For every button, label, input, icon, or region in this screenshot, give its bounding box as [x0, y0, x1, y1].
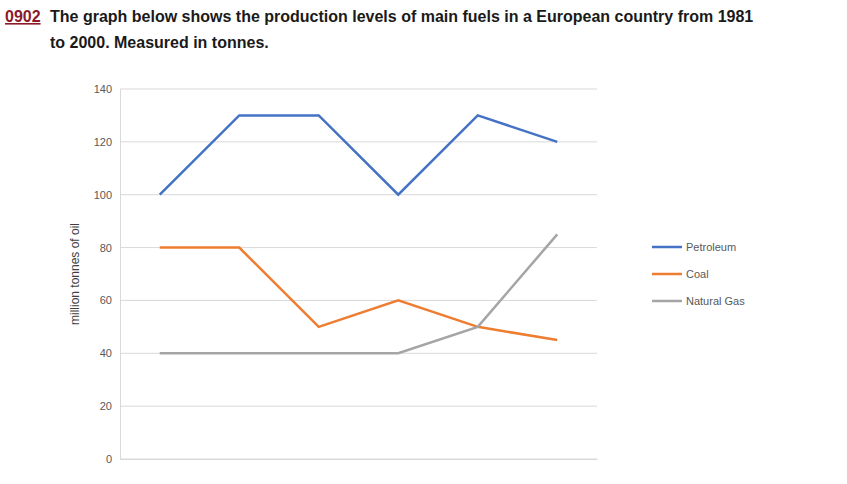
y-tick: 60 [100, 294, 120, 306]
y-tick-label: 20 [100, 400, 112, 412]
y-tick: 0 [106, 453, 120, 465]
grid-line [120, 89, 597, 90]
legend-swatch [652, 300, 682, 303]
legend-label: Natural Gas [686, 295, 745, 307]
y-axis-title: million tonnes of oil [68, 223, 82, 325]
y-tick: 120 [94, 136, 120, 148]
chart: 0902 The graph below shows the production… [0, 0, 847, 484]
y-tick: 40 [100, 347, 120, 359]
series-line [160, 115, 558, 194]
plot-area [160, 115, 558, 353]
legend: Petroleum Coal Natural Gas [652, 241, 745, 307]
grid-line [120, 406, 597, 407]
y-tick-label: 140 [94, 83, 112, 95]
y-tick-label: 100 [94, 189, 112, 201]
y-tick-label: 80 [100, 242, 112, 254]
legend-swatch [652, 273, 682, 276]
y-tick-label: 40 [100, 347, 112, 359]
legend-label: Coal [686, 268, 709, 280]
y-tick: 140 [94, 83, 120, 95]
y-tick: 20 [100, 400, 120, 412]
grid [120, 89, 597, 459]
grid-line [120, 459, 597, 460]
legend-swatch [652, 246, 682, 249]
y-axis-line [120, 90, 121, 460]
x-axis [121, 459, 598, 461]
series-line [160, 248, 558, 341]
y-tick-label: 60 [100, 294, 112, 306]
y-tick-label: 0 [106, 453, 112, 465]
grid-line [120, 141, 597, 142]
y-tick: 80 [100, 242, 120, 254]
x-axis-line [121, 459, 598, 460]
grid-line [120, 194, 597, 195]
grid-line [120, 300, 597, 301]
y-axis: 0 20 40 60 80 100 120 140 [94, 83, 121, 465]
legend-label: Petroleum [686, 241, 736, 253]
question-number: 0902 [5, 8, 41, 25]
y-tick: 100 [94, 189, 120, 201]
title: The graph below shows the production lev… [50, 8, 753, 51]
y-tick-label: 120 [94, 136, 112, 148]
series-line [160, 234, 558, 353]
